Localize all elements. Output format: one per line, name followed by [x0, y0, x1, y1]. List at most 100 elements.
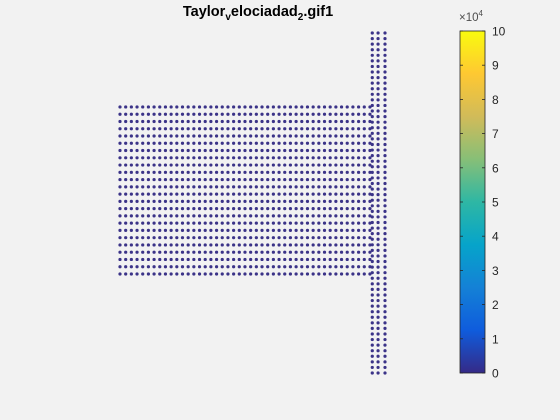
data-point [266, 170, 270, 174]
data-point [317, 119, 321, 124]
data-point [237, 257, 241, 262]
data-point [237, 185, 241, 189]
data-point [376, 87, 380, 91]
data-point [383, 137, 387, 141]
data-point [362, 177, 366, 182]
data-point [249, 272, 253, 276]
data-point [124, 148, 128, 153]
data-point [169, 236, 173, 240]
data-point [214, 207, 219, 211]
data-point [368, 134, 372, 138]
data-point [351, 163, 355, 167]
data-point [370, 282, 374, 286]
data-point [376, 170, 380, 174]
data-point [288, 170, 293, 174]
data-point [370, 276, 374, 280]
data-point [146, 141, 150, 145]
data-point [129, 257, 133, 262]
data-point [383, 81, 387, 85]
data-point [368, 156, 372, 160]
data-point [356, 265, 361, 269]
data-point [209, 199, 213, 203]
data-point [328, 141, 332, 145]
data-point [214, 141, 219, 145]
data-point [232, 105, 236, 109]
data-point [345, 185, 349, 189]
data-point [370, 70, 374, 74]
data-point [260, 243, 264, 247]
data-point [351, 119, 355, 124]
data-point [339, 257, 344, 262]
data-point [383, 371, 387, 375]
data-point [370, 36, 374, 41]
data-point [271, 243, 275, 247]
data-point [300, 141, 304, 145]
data-point [209, 163, 213, 167]
data-point [260, 192, 264, 196]
data-point [169, 112, 173, 116]
data-point [243, 141, 247, 145]
data-point [351, 148, 355, 153]
data-point [368, 250, 372, 254]
data-point [370, 315, 374, 319]
data-point [135, 177, 139, 182]
data-point [300, 148, 304, 153]
data-point [135, 141, 139, 145]
data-point [260, 148, 264, 153]
data-point [376, 349, 380, 353]
data-point [356, 236, 361, 240]
data-point [376, 81, 380, 85]
data-point [271, 177, 275, 182]
data-point [334, 192, 338, 196]
data-point [266, 257, 270, 262]
data-point [277, 228, 281, 233]
data-point [370, 365, 374, 370]
data-point [339, 236, 344, 240]
colorbar-tick-label: 3 [492, 264, 499, 278]
data-point [175, 185, 179, 189]
data-point [118, 272, 122, 276]
data-point [186, 156, 190, 160]
data-point [146, 119, 150, 124]
data-point [362, 163, 366, 167]
data-point [370, 304, 374, 308]
data-point [186, 177, 190, 182]
data-point [317, 272, 321, 276]
data-point [249, 134, 253, 138]
data-point [169, 134, 173, 138]
data-point [288, 236, 293, 240]
data-point [163, 134, 168, 138]
data-point [226, 148, 230, 153]
data-point [271, 112, 275, 116]
data-point [254, 250, 258, 254]
data-point [180, 214, 185, 218]
data-point [124, 221, 128, 225]
data-point [254, 170, 258, 174]
data-point [370, 326, 374, 331]
data-point [209, 185, 213, 189]
data-point [214, 170, 219, 174]
data-point [260, 207, 264, 211]
data-point [271, 170, 275, 174]
data-point [180, 148, 185, 153]
data-point [203, 119, 207, 124]
data-point [370, 321, 374, 325]
data-point [232, 228, 236, 233]
data-point [146, 127, 150, 131]
data-point [370, 215, 374, 219]
data-point [376, 193, 380, 197]
data-point [146, 148, 150, 153]
data-point [334, 112, 338, 116]
data-point [192, 272, 196, 276]
data-point [322, 221, 327, 225]
data-point [146, 257, 150, 262]
data-point [214, 163, 219, 167]
data-point [305, 228, 310, 233]
data-point [383, 70, 387, 74]
data-point [152, 185, 156, 189]
data-point [383, 232, 387, 236]
data-point [152, 127, 156, 131]
data-point [339, 221, 344, 225]
data-point [152, 250, 156, 254]
data-point [266, 134, 270, 138]
